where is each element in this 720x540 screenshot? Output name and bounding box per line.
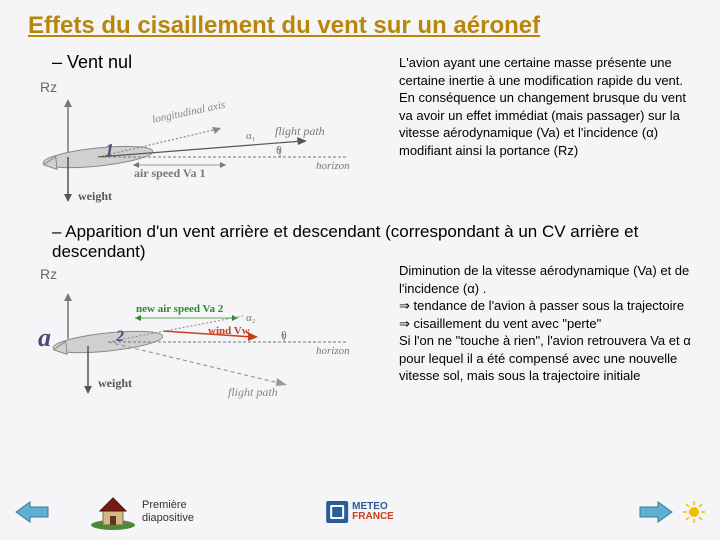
svg-text:flight path: flight path bbox=[228, 385, 278, 399]
subheading-2: – Apparition d'un vent arrière et descen… bbox=[52, 222, 692, 262]
svg-text:new air speed Va 2: new air speed Va 2 bbox=[136, 303, 224, 315]
meteo-france-logo: METEO FRANCE bbox=[326, 501, 394, 523]
next-arrow-icon[interactable] bbox=[638, 500, 674, 524]
svg-text:α₁: α₁ bbox=[246, 130, 256, 142]
rz-label-2: Rz bbox=[40, 266, 383, 282]
rz-label-1: Rz bbox=[40, 79, 383, 95]
section-vent-arriere: – Apparition d'un vent arrière et descen… bbox=[28, 222, 692, 409]
svg-text:flight path: flight path bbox=[275, 124, 325, 138]
svg-text:horizon: horizon bbox=[316, 345, 350, 357]
prev-arrow-icon[interactable] bbox=[14, 500, 50, 524]
svg-text:weight: weight bbox=[78, 189, 112, 203]
svg-text:a: a bbox=[38, 323, 51, 352]
diagram-vent-nul: 1 longitudinal axis flight path α₁ horiz… bbox=[28, 97, 368, 207]
svg-text:wind Vw: wind Vw bbox=[208, 325, 250, 337]
diagram-vent-arriere: a 2 new air speed Va 2 α₂ wind Vw bbox=[28, 284, 368, 404]
first-slide-label: Première diapositive bbox=[142, 499, 194, 524]
svg-text:air speed Va 1: air speed Va 1 bbox=[134, 166, 205, 180]
meteo-logo-icon bbox=[326, 501, 348, 523]
paragraph-2: Diminution de la vitesse aérodynamique (… bbox=[399, 262, 692, 409]
home-icon[interactable] bbox=[90, 494, 136, 530]
svg-text:weight: weight bbox=[98, 376, 132, 390]
svg-text:α₂: α₂ bbox=[246, 312, 256, 324]
footer: Première diapositive METEO FRANCE bbox=[0, 490, 720, 534]
meteo-text-2: FRANCE bbox=[352, 512, 394, 522]
sun-icon[interactable] bbox=[682, 500, 706, 524]
section-vent-nul: – Vent nul Rz 1 longitudinal axis flight… bbox=[28, 52, 692, 212]
slide-title: Effets du cisaillement du vent sur un aé… bbox=[28, 12, 692, 40]
paragraph-1: L'avion ayant une certaine masse présent… bbox=[399, 52, 692, 212]
svg-text:horizon: horizon bbox=[316, 160, 350, 172]
svg-text:longitudinal axis: longitudinal axis bbox=[151, 99, 226, 126]
subheading-1: – Vent nul bbox=[52, 52, 383, 73]
